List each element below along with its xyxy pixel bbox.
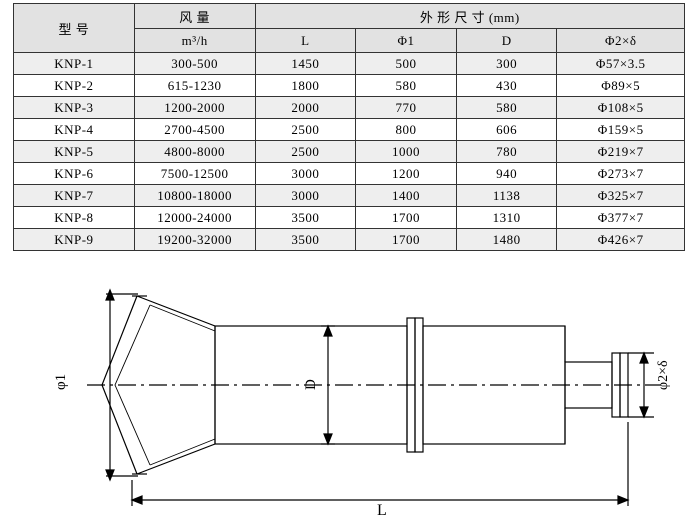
label-phi1: φ1 [53,374,69,390]
cell-phi1: 770 [356,97,457,119]
cell-phi1: 1400 [356,185,457,207]
cell-D: 780 [456,141,557,163]
cell-phi1: 1000 [356,141,457,163]
cell-phi1: 500 [356,53,457,75]
table-body: KNP-1300-5001450500300Φ57×3.5 KNP-2615-1… [14,53,685,251]
header-airflow-unit: m³/h [134,29,255,53]
cell-phi2: Φ273×7 [557,163,685,185]
cell-phi1: 1700 [356,229,457,251]
cell-airflow: 12000-24000 [134,207,255,229]
cell-L: 1800 [255,75,356,97]
cell-phi1: 800 [356,119,457,141]
cell-phi2: Φ89×5 [557,75,685,97]
table-row: KNP-54800-800025001000780Φ219×7 [14,141,685,163]
table-row: KNP-919200-32000350017001480Φ426×7 [14,229,685,251]
cell-airflow: 1200-2000 [134,97,255,119]
cell-L: 3500 [255,229,356,251]
cell-L: 2500 [255,141,356,163]
cell-model: KNP-1 [14,53,135,75]
table-row: KNP-31200-20002000770580Φ108×5 [14,97,685,119]
header-airflow-label: 风 量 [134,4,255,29]
table-header: 型 号 风 量 外 形 尺 寸 (mm) m³/h L Φ1 D Φ2×δ [14,4,685,53]
cell-airflow: 300-500 [134,53,255,75]
cell-airflow: 10800-18000 [134,185,255,207]
cell-airflow: 7500-12500 [134,163,255,185]
cell-phi1: 580 [356,75,457,97]
cell-phi2: Φ377×7 [557,207,685,229]
cell-D: 580 [456,97,557,119]
cell-phi2: Φ325×7 [557,185,685,207]
cell-model: KNP-3 [14,97,135,119]
header-phi1: Φ1 [356,29,457,53]
cell-D: 300 [456,53,557,75]
cell-airflow: 2700-4500 [134,119,255,141]
header-phi2delta: Φ2×δ [557,29,685,53]
cell-L: 3000 [255,185,356,207]
cell-model: KNP-8 [14,207,135,229]
table-row: KNP-710800-18000300014001138Φ325×7 [14,185,685,207]
table-row: KNP-67500-1250030001200940Φ273×7 [14,163,685,185]
cell-model: KNP-7 [14,185,135,207]
table-row: KNP-2615-12301800580430Φ89×5 [14,75,685,97]
cell-airflow: 4800-8000 [134,141,255,163]
cell-model: KNP-5 [14,141,135,163]
cell-L: 1450 [255,53,356,75]
cell-L: 2000 [255,97,356,119]
spec-table-container: 型 号 风 量 外 形 尺 寸 (mm) m³/h L Φ1 D Φ2×δ KN… [0,0,698,251]
cell-D: 430 [456,75,557,97]
dimension-diagram: φ1 D φ2×δ L [32,280,682,520]
table-row: KNP-1300-5001450500300Φ57×3.5 [14,53,685,75]
header-L: L [255,29,356,53]
label-D: D [303,379,319,390]
cell-airflow: 615-1230 [134,75,255,97]
cell-D: 606 [456,119,557,141]
cell-airflow: 19200-32000 [134,229,255,251]
cell-L: 2500 [255,119,356,141]
cell-phi2: Φ426×7 [557,229,685,251]
table-row: KNP-812000-24000350017001310Φ377×7 [14,207,685,229]
spec-table: 型 号 风 量 外 形 尺 寸 (mm) m³/h L Φ1 D Φ2×δ KN… [13,3,685,251]
cell-phi2: Φ159×5 [557,119,685,141]
cell-phi2: Φ108×5 [557,97,685,119]
header-D: D [456,29,557,53]
cell-model: KNP-4 [14,119,135,141]
cell-model: KNP-2 [14,75,135,97]
cell-L: 3500 [255,207,356,229]
cell-phi2: Φ219×7 [557,141,685,163]
label-L: L [377,502,387,519]
diagram-svg: φ1 D φ2×δ L [32,280,682,520]
table-row: KNP-42700-45002500800606Φ159×5 [14,119,685,141]
cell-D: 1310 [456,207,557,229]
cell-phi1: 1700 [356,207,457,229]
cell-D: 1480 [456,229,557,251]
label-phi2delta: φ2×δ [656,360,671,390]
cell-model: KNP-6 [14,163,135,185]
cell-model: KNP-9 [14,229,135,251]
cell-phi2: Φ57×3.5 [557,53,685,75]
cell-L: 3000 [255,163,356,185]
cell-D: 940 [456,163,557,185]
header-model: 型 号 [14,4,135,53]
cell-phi1: 1200 [356,163,457,185]
cell-D: 1138 [456,185,557,207]
header-dims: 外 形 尺 寸 (mm) [255,4,684,29]
